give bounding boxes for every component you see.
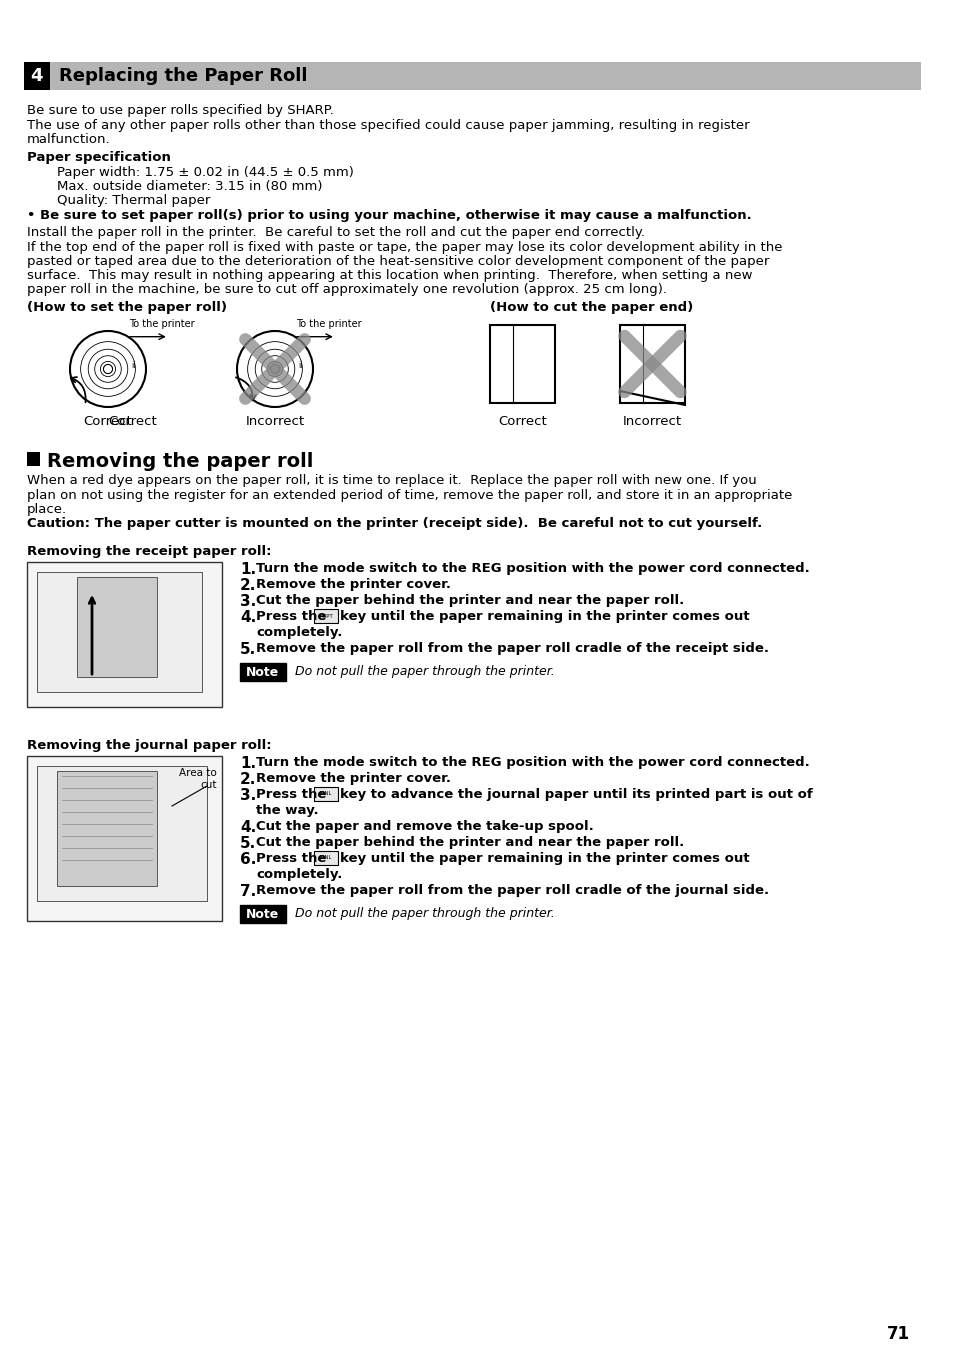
Text: 4: 4 [30,67,42,85]
Text: JRNL: JRNL [319,792,332,796]
Text: place.: place. [27,503,67,517]
Text: 1.: 1. [240,563,255,577]
Bar [24,62,50,90]
Bar [27,452,40,465]
Text: pasted or taped area due to the deterioration of the heat-sensitive color develo: pasted or taped area due to the deterior… [27,255,768,268]
Text: The use of any other paper rolls other than those specified could cause paper ja: The use of any other paper rolls other t… [27,119,749,132]
Text: Cut the paper behind the printer and near the paper roll.: Cut the paper behind the printer and nea… [255,836,683,849]
Text: Paper specification: Paper specification [27,151,171,165]
Text: Incorrect: Incorrect [622,415,681,428]
Text: 1.: 1. [240,755,255,772]
Text: surface.  This may result in nothing appearing at this location when printing.  : surface. This may result in nothing appe… [27,268,752,282]
Bar [37,766,207,901]
Text: Removing the journal paper roll:: Removing the journal paper roll: [27,739,272,751]
Bar [27,563,222,707]
Text: 3.: 3. [240,788,256,803]
Text: Correct: Correct [84,415,132,428]
Text: key until the paper remaining in the printer comes out: key until the paper remaining in the pri… [339,853,749,865]
Text: Cut the paper and remove the take-up spool.: Cut the paper and remove the take-up spo… [255,820,593,832]
Bar [490,325,555,403]
Text: Paper width: 1.75 ± 0.02 in (44.5 ± 0.5 mm): Paper width: 1.75 ± 0.02 in (44.5 ± 0.5 … [57,166,354,179]
Text: ii: ii [298,362,303,371]
Text: Correct: Correct [108,415,156,428]
Text: Press the: Press the [255,788,326,801]
Text: paper roll in the machine, be sure to cut off approximately one revolution (appr: paper roll in the machine, be sure to cu… [27,283,666,295]
Bar [619,325,684,403]
Text: Remove the printer cover.: Remove the printer cover. [255,772,451,785]
Text: Be sure to use paper rolls specified by SHARP.: Be sure to use paper rolls specified by … [27,104,334,117]
Text: 5.: 5. [240,642,256,657]
Text: If the top end of the paper roll is fixed with paste or tape, the paper may lose: If the top end of the paper roll is fixe… [27,241,781,254]
Text: JRNL: JRNL [319,855,332,861]
Text: 6.: 6. [240,853,256,867]
Text: RCPT: RCPT [319,614,333,618]
Text: malfunction.: malfunction. [27,134,111,146]
Text: Press the: Press the [255,853,326,865]
Text: To the printer: To the printer [129,320,194,329]
Text: (How to set the paper roll): (How to set the paper roll) [27,301,227,314]
Text: Area to
cut: Area to cut [179,768,216,789]
Text: Cut the paper behind the printer and near the paper roll.: Cut the paper behind the printer and nea… [255,594,683,607]
Text: • Be sure to set paper roll(s) prior to using your machine, otherwise it may cau: • Be sure to set paper roll(s) prior to … [27,209,751,223]
Text: completely.: completely. [255,867,342,881]
Bar [314,608,337,623]
Text: 2.: 2. [240,577,256,594]
Text: 5.: 5. [240,836,256,851]
Text: Install the paper roll in the printer.  Be careful to set the roll and cut the p: Install the paper roll in the printer. B… [27,227,644,239]
Text: Turn the mode switch to the REG position with the power cord connected.: Turn the mode switch to the REG position… [255,563,809,575]
Bar [240,662,286,681]
Bar [314,786,337,801]
Text: key until the paper remaining in the printer comes out: key until the paper remaining in the pri… [339,610,749,623]
Bar [314,851,337,865]
Text: Removing the paper roll: Removing the paper roll [47,452,313,471]
Text: the way.: the way. [255,804,318,817]
Bar [37,572,202,692]
Text: Quality: Thermal paper: Quality: Thermal paper [57,194,211,206]
Text: Correct: Correct [497,415,546,428]
Text: key to advance the journal paper until its printed part is out of: key to advance the journal paper until i… [339,788,812,801]
Bar [57,772,157,886]
Text: Note: Note [246,665,279,679]
Circle shape [270,364,279,374]
Text: Remove the printer cover.: Remove the printer cover. [255,577,451,591]
Text: ii: ii [132,362,136,371]
Bar [24,62,920,90]
Bar [27,755,222,921]
Text: Caution: The paper cutter is mounted on the printer (receipt side).  Be careful : Caution: The paper cutter is mounted on … [27,517,761,530]
Text: 7.: 7. [240,884,256,898]
Circle shape [103,364,112,374]
Text: plan on not using the register for an extended period of time, remove the paper : plan on not using the register for an ex… [27,488,792,502]
Text: Press the: Press the [255,610,326,623]
Text: completely.: completely. [255,626,342,639]
Text: 3.: 3. [240,594,256,608]
Text: Do not pull the paper through the printer.: Do not pull the paper through the printe… [294,665,554,679]
Bar [77,577,157,677]
Text: Removing the receipt paper roll:: Removing the receipt paper roll: [27,545,272,558]
Text: Turn the mode switch to the REG position with the power cord connected.: Turn the mode switch to the REG position… [255,755,809,769]
Text: 71: 71 [886,1325,909,1344]
Text: Do not pull the paper through the printer.: Do not pull the paper through the printe… [294,908,554,920]
Text: Note: Note [246,908,279,920]
Text: Remove the paper roll from the paper roll cradle of the receipt side.: Remove the paper roll from the paper rol… [255,642,768,656]
Text: (How to cut the paper end): (How to cut the paper end) [490,301,693,314]
Text: 2.: 2. [240,772,256,786]
Text: 4.: 4. [240,610,256,625]
Text: Incorrect: Incorrect [245,415,304,428]
Bar [240,905,286,923]
Text: Replacing the Paper Roll: Replacing the Paper Roll [59,67,307,85]
Text: 4.: 4. [240,820,256,835]
Text: Max. outside diameter: 3.15 in (80 mm): Max. outside diameter: 3.15 in (80 mm) [57,179,322,193]
Text: To the printer: To the printer [295,320,361,329]
Text: When a red dye appears on the paper roll, it is time to replace it.  Replace the: When a red dye appears on the paper roll… [27,473,756,487]
Text: Remove the paper roll from the paper roll cradle of the journal side.: Remove the paper roll from the paper rol… [255,884,768,897]
